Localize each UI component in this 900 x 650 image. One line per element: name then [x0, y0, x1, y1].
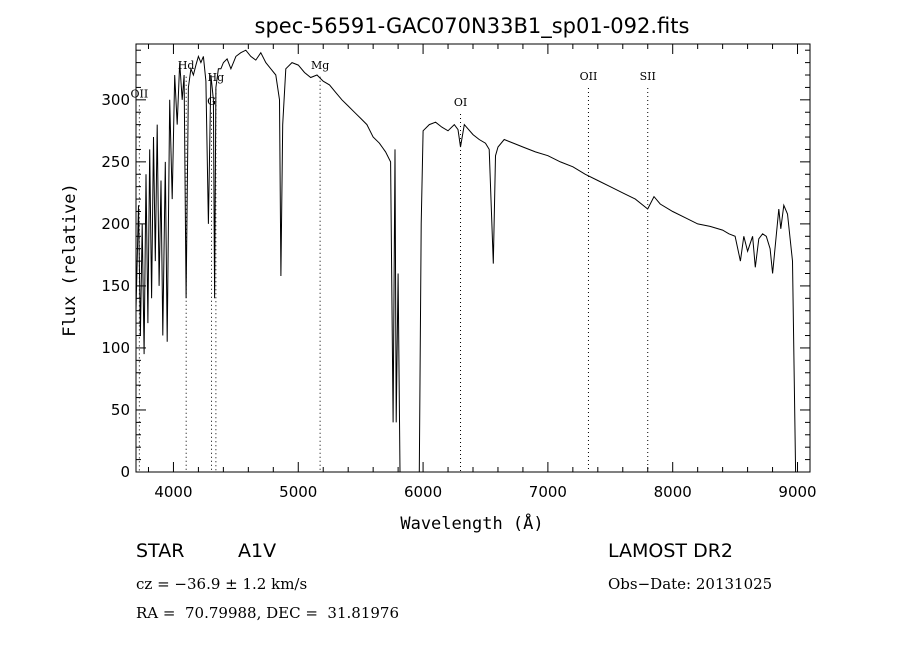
marker-label: Mg	[311, 59, 329, 72]
y-axis: 0 50 100 150 200 250 300	[101, 49, 810, 481]
plot-border	[135, 43, 811, 473]
y-tick-label: 150	[101, 277, 130, 295]
chart-title: spec-56591-GAC070N33B1_sp01-092.fits	[255, 14, 690, 39]
survey-name: LAMOST DR2	[608, 540, 733, 562]
marker-label: OI	[454, 96, 467, 109]
y-tick-label: 300	[101, 91, 130, 109]
x-tick-label: 7000	[529, 483, 567, 501]
y-tick-label: 0	[120, 463, 130, 481]
spectral-line-markers: OII Hd G Hg Mg OI OII SII	[131, 59, 656, 472]
marker-label: Hg	[208, 71, 225, 84]
plot-frame	[135, 43, 811, 473]
object-subclass: A1V	[238, 540, 277, 562]
x-tick-label: 9000	[778, 483, 816, 501]
marker-label: G	[207, 95, 216, 108]
redshift-readout: cz = −36.9 ± 1.2 km/s	[136, 575, 308, 593]
x-axis-label: Wavelength (Å)	[400, 512, 543, 534]
y-tick-label: 250	[101, 153, 130, 171]
marker-label: OII	[580, 70, 598, 83]
y-axis-label: Flux (relative)	[60, 183, 80, 337]
spectrum-line	[135, 49, 799, 473]
x-tick-label: 4000	[154, 483, 192, 501]
marker-label: SII	[640, 70, 656, 83]
object-class: STAR	[136, 540, 185, 562]
x-tick-label: 8000	[654, 483, 692, 501]
x-axis: 4000 5000 6000 7000 8000 9000	[147, 44, 817, 501]
y-tick-label: 50	[111, 401, 130, 419]
coordinates-readout: RA = 70.79988, DEC = 31.81976	[136, 604, 400, 622]
x-tick-label: 5000	[279, 483, 317, 501]
x-tick-label: 6000	[404, 483, 442, 501]
y-tick-label: 100	[101, 339, 130, 357]
marker-label: Hd	[178, 59, 195, 72]
y-tick-label: 200	[101, 215, 130, 233]
marker-label: OII	[131, 87, 149, 100]
observation-date: Obs−Date: 20131025	[608, 575, 773, 593]
